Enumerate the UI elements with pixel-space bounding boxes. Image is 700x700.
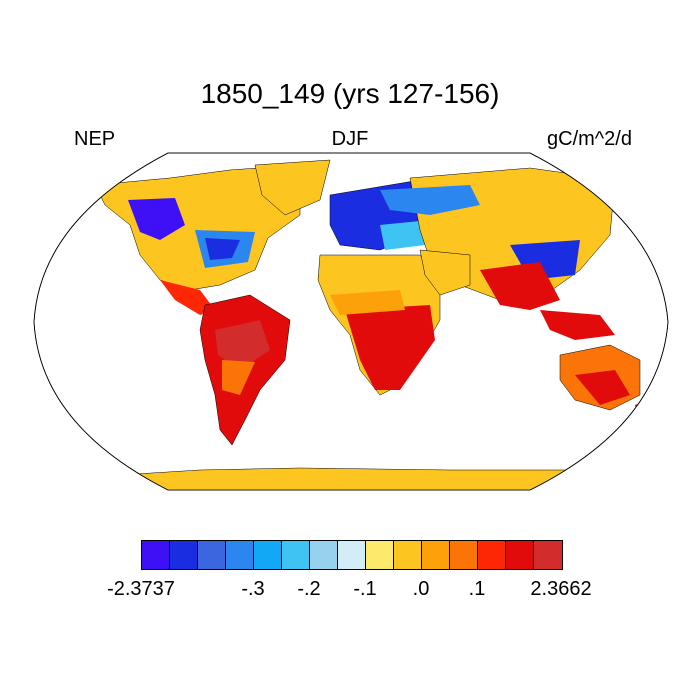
arabia <box>419 249 471 296</box>
variable-label: NEP <box>74 128 116 150</box>
colorbar <box>141 540 563 570</box>
colorbar-swatch <box>282 541 310 569</box>
antarctica <box>34 467 668 490</box>
colorbar-swatch <box>338 541 366 569</box>
plot-title: 1850_149 (yrs 127-156) <box>200 78 500 109</box>
colorbar-tick-label: .0 <box>412 578 430 600</box>
colorbar-swatch <box>366 541 394 569</box>
colorbar-tick-label: -.1 <box>353 578 377 600</box>
sa-mix <box>222 360 255 395</box>
colorbar-swatch <box>422 541 450 569</box>
africa-west-band <box>330 290 405 315</box>
maritime-se-asia <box>540 310 615 340</box>
aus-red <box>575 370 630 405</box>
central-america <box>160 280 215 315</box>
units-label: gC/m^2/d <box>547 128 632 150</box>
na-cool-east2 <box>205 238 240 260</box>
colorbar-swatch <box>310 541 338 569</box>
na-cool-west <box>128 198 185 240</box>
south-asia <box>480 262 560 310</box>
colorbar-swatch <box>506 541 534 569</box>
europe-light <box>380 220 430 250</box>
greenland <box>254 159 331 216</box>
colorbar-tick-label: .1 <box>468 578 486 600</box>
colorbar-swatch <box>226 541 254 569</box>
africa-tropics <box>345 305 435 390</box>
colorbar-swatch <box>394 541 422 569</box>
colorbar-swatch <box>198 541 226 569</box>
colorbar-swatch <box>170 541 198 569</box>
colorbar-tick-label: -.3 <box>241 578 265 600</box>
colorbar-swatch <box>478 541 506 569</box>
colorbar-tick-label: 2.3662 <box>530 578 592 600</box>
colorbar-tick-label: -2.3737 <box>107 578 175 600</box>
colorbar-swatch <box>534 541 562 569</box>
colorbar-swatch <box>450 541 478 569</box>
colorbar-tick-label: -.2 <box>297 578 321 600</box>
asia-north-blue <box>380 185 480 215</box>
season-label: DJF <box>331 128 369 150</box>
sa-warm <box>215 320 270 370</box>
colorbar-swatch <box>142 541 170 569</box>
colorbar-swatch <box>254 541 282 569</box>
